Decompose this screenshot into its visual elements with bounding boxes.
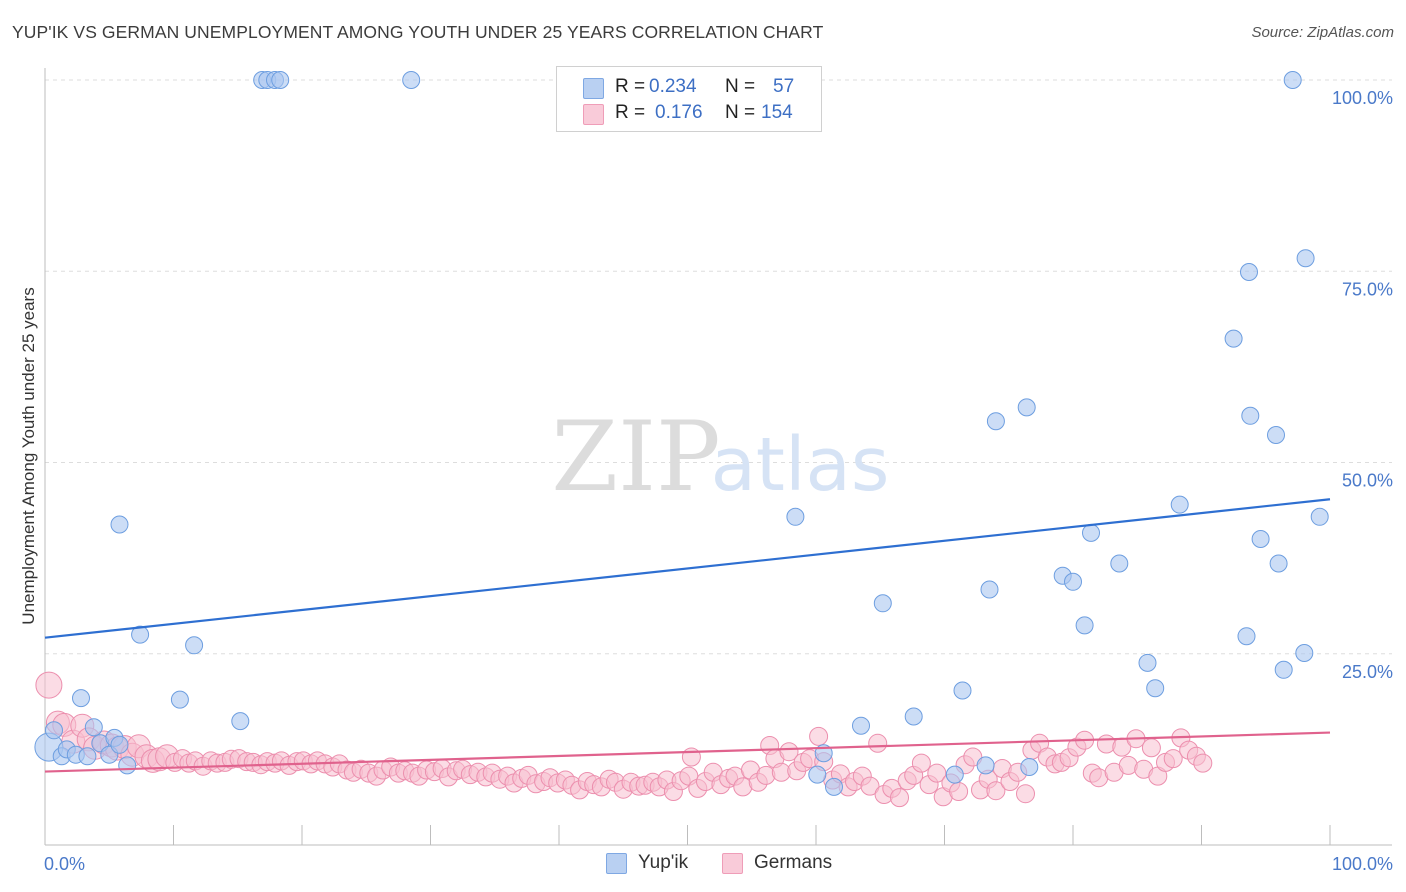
legend-r-value: 0.234: [649, 76, 697, 97]
watermark-zip: ZIP: [551, 401, 720, 513]
germans-point: [890, 788, 909, 808]
yupik-point: [45, 721, 63, 740]
yupik-point: [1170, 495, 1189, 514]
germans-point: [809, 726, 829, 746]
germans-point: [1141, 738, 1161, 758]
yupik-point: [1082, 523, 1100, 542]
yupik-point: [72, 689, 90, 708]
yupik-point: [1146, 679, 1165, 698]
yupik-point: [1240, 263, 1258, 281]
germans-point: [860, 776, 880, 796]
legend-r-value: 0.176: [655, 102, 703, 123]
germans-point: [963, 747, 983, 767]
legend-n-label: N =: [725, 76, 756, 97]
yupik-point: [1138, 653, 1157, 672]
stats-legend: R = 0.234 N = 57 R = 0.176 N = 154: [556, 66, 822, 132]
germans-point: [756, 765, 776, 785]
bottom-legend-label: Yup'ik: [638, 852, 689, 873]
yupik-point: [271, 71, 290, 89]
yupik-point: [1020, 758, 1039, 776]
germans-trend-line: [44, 731, 1331, 773]
x-tick-label: 100.0%: [1332, 854, 1393, 874]
yupik-point: [110, 515, 129, 534]
yupik-points: [34, 71, 1329, 796]
legend-n-value: 154: [761, 102, 793, 123]
germans-point: [986, 781, 1006, 801]
y-tick-label: 25.0%: [1342, 662, 1393, 682]
yupik-point: [110, 735, 129, 754]
yupik-point: [1295, 644, 1314, 662]
yupik-point: [1267, 426, 1285, 444]
trend-lines: [44, 498, 1331, 773]
germans-point: [1163, 749, 1183, 769]
yupik-point: [976, 756, 995, 775]
yupik-point: [808, 765, 827, 784]
legend-swatch-yupik: [583, 78, 604, 99]
yupik-point: [231, 712, 250, 731]
yupik-point: [852, 716, 870, 735]
yupik-point: [1241, 406, 1260, 425]
germans-point: [911, 753, 931, 773]
germans-point: [1016, 784, 1035, 804]
germans-point: [949, 782, 969, 801]
bottom-swatch-yupik: [606, 853, 627, 874]
tick-labels: 25.0% 50.0% 75.0% 100.0% 0.0% 100.0%: [44, 88, 1393, 874]
yupik-trend-line: [44, 498, 1331, 639]
yupik-point: [131, 625, 150, 644]
gridlines: [45, 79, 1392, 655]
yupik-point: [873, 594, 892, 613]
yupik-point: [1017, 398, 1036, 417]
yupik-point: [1064, 572, 1082, 591]
yupik-point: [78, 747, 97, 766]
germans-point: [868, 733, 888, 753]
yupik-point: [1296, 249, 1315, 268]
yupik-point: [1310, 507, 1329, 526]
yupik-point: [1251, 530, 1270, 548]
yupik-point: [1237, 627, 1256, 646]
yupik-point: [1110, 554, 1129, 573]
watermark: ZIP atlas: [551, 401, 889, 513]
yupik-point: [986, 412, 1005, 431]
yupik-point: [185, 636, 204, 655]
y-tick-label: 100.0%: [1332, 88, 1393, 108]
yupik-point: [84, 718, 103, 737]
chart-title: YUP'IK VS GERMAN UNEMPLOYMENT AMONG YOUT…: [12, 22, 824, 42]
yupik-point: [1283, 71, 1302, 89]
axes: [44, 68, 1392, 846]
source-credit: Source: ZipAtlas.com: [1251, 24, 1394, 41]
legend-n-label: N =: [725, 102, 756, 123]
legend-r-label: R =: [615, 76, 646, 97]
germans-points: [35, 671, 1213, 808]
yupik-point: [904, 707, 923, 726]
bottom-swatch-germans: [722, 853, 743, 874]
y-axis-title: Unemployment Among Youth under 25 years: [19, 287, 38, 624]
yupik-point: [402, 71, 421, 89]
y-tick-label: 75.0%: [1342, 279, 1393, 299]
yupik-point: [1224, 329, 1243, 348]
legend-r-label: R =: [615, 102, 646, 123]
bottom-legend-label: Germans: [754, 852, 833, 873]
yupik-point: [825, 777, 843, 796]
yupik-point: [1274, 660, 1293, 679]
yupik-point: [118, 756, 137, 775]
watermark-atlas: atlas: [711, 422, 890, 508]
yupik-point: [953, 681, 972, 700]
germans-point: [927, 763, 947, 783]
x-tick-label: 0.0%: [44, 854, 85, 874]
germans-point: [35, 671, 63, 699]
yupik-point: [1269, 554, 1288, 573]
yupik-point: [945, 765, 964, 784]
yupik-point: [1075, 616, 1094, 635]
germans-point: [1193, 753, 1213, 773]
yupik-point: [786, 507, 805, 526]
legend-swatch-germans: [583, 104, 604, 125]
legend-n-value: 57: [773, 76, 795, 97]
yupik-point: [980, 580, 999, 599]
germans-point: [1096, 734, 1116, 754]
y-tick-label: 50.0%: [1342, 471, 1393, 491]
germans-point: [779, 742, 799, 762]
yupik-point: [170, 690, 189, 709]
